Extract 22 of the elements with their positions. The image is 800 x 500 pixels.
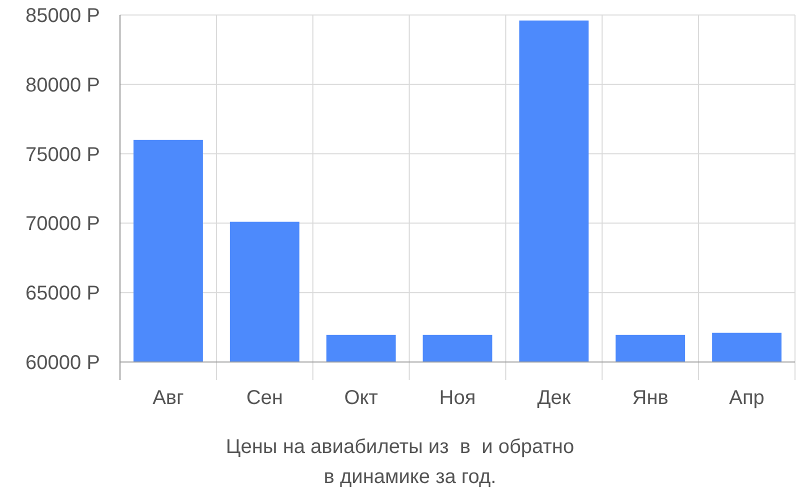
y-tick-label: 65000 Р xyxy=(25,282,100,305)
x-tick-label: Дек xyxy=(537,387,571,409)
y-tick-label: 70000 Р xyxy=(25,213,100,236)
x-tick-label: Ноя xyxy=(439,387,476,409)
x-tick-label: Апр xyxy=(729,387,764,409)
bar xyxy=(230,222,300,362)
y-tick-label: 75000 Р xyxy=(25,144,100,166)
bar xyxy=(134,140,203,362)
bar xyxy=(519,20,589,362)
bar xyxy=(616,334,686,362)
bar xyxy=(712,332,782,362)
y-tick-label: 80000 Р xyxy=(25,74,100,96)
bar xyxy=(326,334,396,362)
x-tick-label: Янв xyxy=(632,387,668,409)
y-tick-label: 60000 Р xyxy=(25,352,100,374)
y-tick-label: 85000 Р xyxy=(25,5,100,27)
x-tick-label: Окт xyxy=(344,387,378,409)
x-tick-label: Сен xyxy=(246,387,283,409)
text: Цены на авиабилеты из в и обратно xyxy=(226,436,574,458)
bar xyxy=(422,334,492,362)
x-tick-label: Авг xyxy=(152,387,184,409)
text: в динамике за год. xyxy=(324,466,496,488)
